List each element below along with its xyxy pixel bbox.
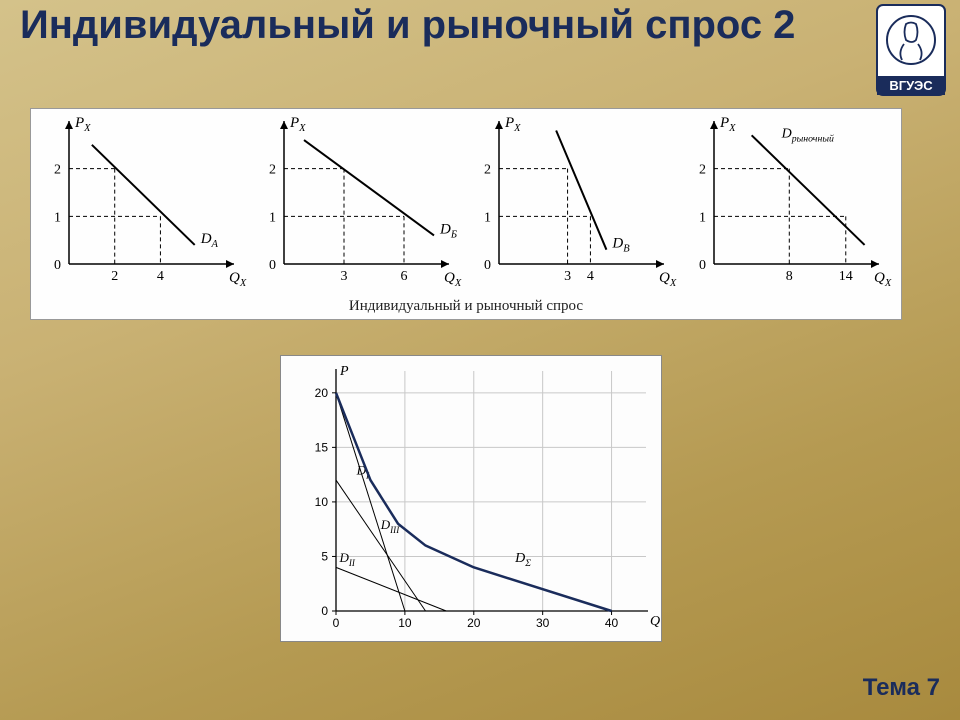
- svg-text:2: 2: [269, 163, 276, 178]
- svg-text:P: P: [339, 364, 349, 379]
- svg-text:14: 14: [839, 269, 853, 284]
- svg-text:10: 10: [315, 495, 329, 509]
- svg-text:2: 2: [484, 163, 491, 178]
- svg-text:5: 5: [321, 549, 328, 563]
- figure-top: PX QX 0 1 2 2 4 DA PX QX 0 1 2 3 6 DБ PX QX 0 1 2 3 4 DB PX QX 0 1 2…: [30, 108, 902, 320]
- svg-text:PX: PX: [504, 115, 521, 134]
- svg-text:DIII: DIII: [380, 517, 400, 535]
- svg-text:1: 1: [484, 210, 491, 225]
- svg-text:QX: QX: [229, 270, 247, 289]
- svg-text:1: 1: [54, 210, 61, 225]
- slide-footer: Тема 7: [863, 674, 940, 702]
- svg-text:0: 0: [484, 258, 491, 273]
- svg-text:QX: QX: [874, 270, 892, 289]
- svg-text:Q: Q: [650, 614, 660, 629]
- logo-badge: ВГУЭС: [876, 4, 946, 96]
- svg-text:DΣ: DΣ: [514, 551, 531, 569]
- svg-text:2: 2: [54, 163, 61, 178]
- svg-text:Dрыночный: Dрыночный: [781, 126, 834, 144]
- svg-text:DB: DB: [611, 236, 630, 255]
- svg-text:4: 4: [157, 269, 164, 284]
- figure-top-caption: Индивидуальный и рыночный спрос: [31, 298, 901, 315]
- svg-text:15: 15: [315, 440, 329, 454]
- svg-text:DII: DII: [338, 550, 355, 568]
- svg-text:QX: QX: [444, 270, 462, 289]
- svg-text:0: 0: [699, 258, 706, 273]
- svg-text:40: 40: [605, 616, 619, 630]
- svg-text:PX: PX: [719, 115, 736, 134]
- svg-text:8: 8: [786, 269, 793, 284]
- svg-text:0: 0: [321, 604, 328, 618]
- svg-text:3: 3: [564, 269, 571, 284]
- svg-text:6: 6: [401, 269, 408, 284]
- svg-text:0: 0: [269, 258, 276, 273]
- figure-bottom: 01020304005101520PQDIDIIDIIIDΣ: [280, 355, 662, 642]
- svg-text:3: 3: [341, 269, 348, 284]
- svg-text:30: 30: [536, 616, 550, 630]
- svg-text:PX: PX: [289, 115, 306, 134]
- svg-text:2: 2: [699, 163, 706, 178]
- svg-text:0: 0: [54, 258, 61, 273]
- svg-text:2: 2: [111, 269, 118, 284]
- slide-title: Индивидуальный и рыночный спрос 2: [20, 2, 795, 48]
- svg-text:1: 1: [699, 210, 706, 225]
- svg-text:10: 10: [398, 616, 412, 630]
- svg-text:20: 20: [315, 386, 329, 400]
- svg-text:0: 0: [333, 616, 340, 630]
- svg-text:PX: PX: [74, 115, 91, 134]
- svg-text:QX: QX: [659, 270, 677, 289]
- svg-text:20: 20: [467, 616, 481, 630]
- svg-text:DБ: DБ: [439, 221, 457, 240]
- svg-text:DA: DA: [200, 231, 219, 250]
- logo-text: ВГУЭС: [889, 78, 933, 93]
- svg-text:1: 1: [269, 210, 276, 225]
- svg-text:4: 4: [587, 269, 594, 284]
